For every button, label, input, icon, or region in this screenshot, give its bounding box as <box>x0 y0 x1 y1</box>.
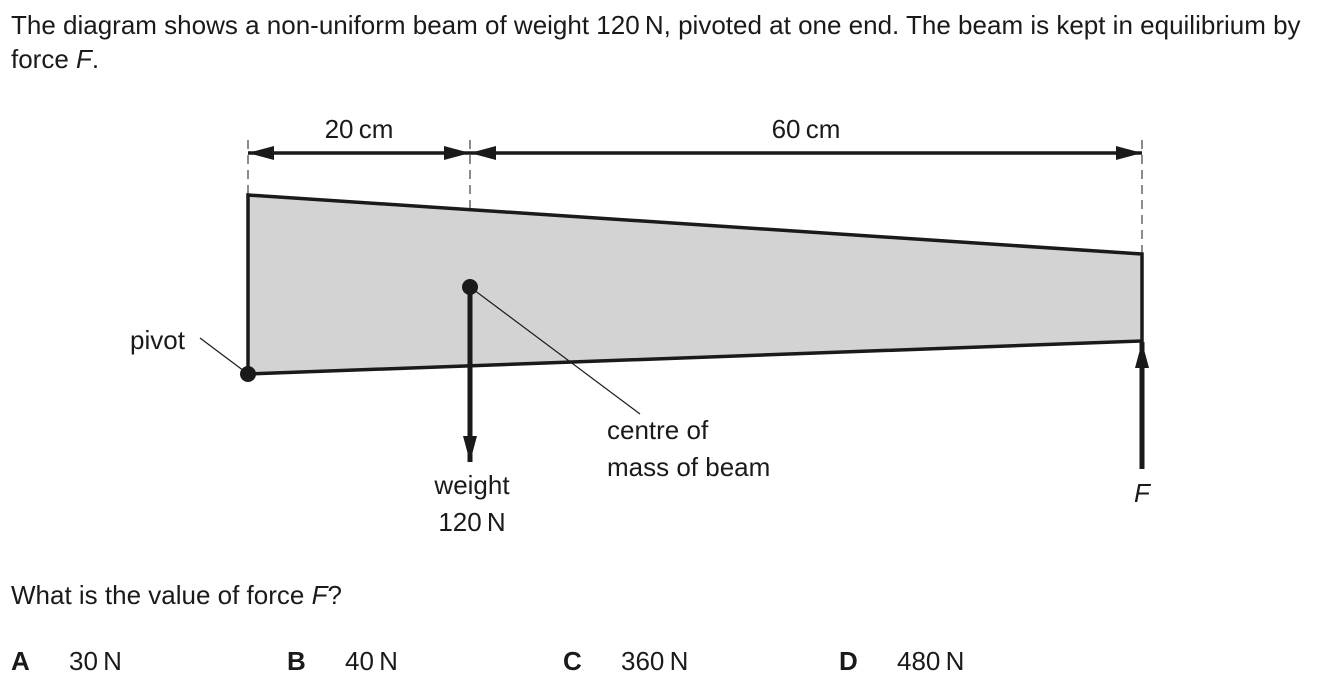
option-d[interactable]: D 480 N <box>839 644 964 678</box>
option-letter: B <box>287 646 306 676</box>
beam-diagram: 20 cm 60 cm pivot weight 120 N centre of… <box>130 114 1152 537</box>
option-a[interactable]: A 30 N <box>11 644 122 678</box>
com-leader-line <box>469 286 641 415</box>
beam <box>246 193 1144 376</box>
answer-options: A 30 N B 40 N C 360 N D 480 N <box>0 644 1343 684</box>
pivot-label: pivot <box>130 325 186 355</box>
option-letter: A <box>11 646 30 676</box>
weight-label: weight <box>433 470 510 500</box>
weight-value-label: 120 N <box>438 507 505 537</box>
option-text: 480 N <box>897 646 965 676</box>
centre-of-mass-point <box>462 279 478 295</box>
option-text: 30 N <box>69 646 122 676</box>
option-text: 360 N <box>621 646 689 676</box>
dimension-label-60cm: 60 cm <box>772 114 841 144</box>
stem-text-end: . <box>91 44 100 74</box>
pivot-leader-line <box>199 337 249 375</box>
option-c[interactable]: C 360 N <box>563 644 688 678</box>
option-letter: D <box>839 646 858 676</box>
question-text-start: What is the value of force <box>11 580 312 610</box>
question-text-end: ? <box>327 580 342 610</box>
question-text: What is the value of force F? <box>11 578 342 612</box>
com-label-line2: mass of beam <box>607 452 770 482</box>
question-force-symbol: F <box>311 580 328 610</box>
option-b[interactable]: B 40 N <box>287 644 398 678</box>
com-label-line1: centre of <box>607 415 709 445</box>
option-text: 40 N <box>345 646 398 676</box>
stem-text: The diagram shows a non-uniform beam of … <box>11 10 1301 74</box>
question-stem: The diagram shows a non-uniform beam of … <box>11 8 1341 76</box>
dimension-label-20cm: 20 cm <box>325 114 394 144</box>
option-letter: C <box>563 646 582 676</box>
pivot-point <box>240 366 256 382</box>
force-label: F <box>1134 478 1152 508</box>
stem-force-symbol: F <box>76 44 92 74</box>
